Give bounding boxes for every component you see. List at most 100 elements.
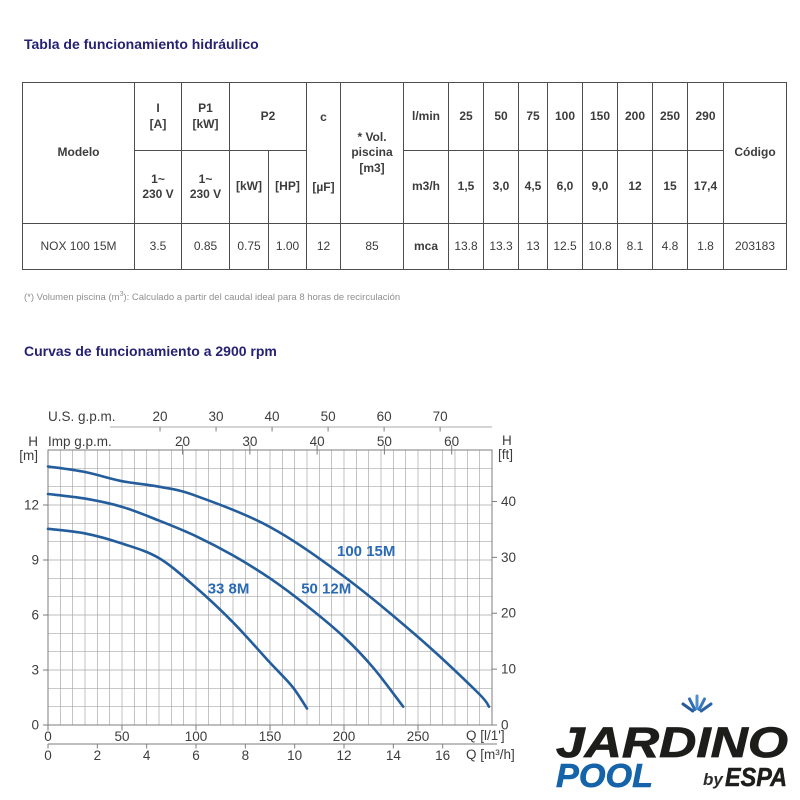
- th-flow-m3h: 3,0: [483, 150, 519, 224]
- td-head-value: 4.8: [652, 223, 688, 270]
- th-flow-m3h: 15: [652, 150, 688, 224]
- tick-label: 4: [143, 748, 151, 763]
- td-current: 3.5: [134, 223, 182, 270]
- th-flow-m3h: 1,5: [448, 150, 484, 224]
- tick-label: 6: [192, 748, 200, 763]
- tick-label: 9: [31, 553, 39, 568]
- logo-word-pool: POOL: [556, 757, 653, 794]
- td-head-value: 13: [518, 223, 548, 270]
- th-flow-m3h: 17,4: [687, 150, 724, 224]
- th-flow-lmin: 50: [483, 81, 519, 152]
- tick-label: 0: [44, 748, 52, 763]
- head-axis-label: H: [28, 434, 38, 449]
- th-flow-m3h: 9,0: [582, 150, 618, 224]
- td-p2-kw: 0.75: [229, 223, 269, 270]
- pump-curve-50-12M: [46, 492, 405, 708]
- us-gpm-axis-label: U.S. g.p.m.: [48, 409, 116, 424]
- tick-label: 20: [153, 409, 168, 424]
- td-p1: 0.85: [181, 223, 230, 270]
- tick-label: 16: [435, 748, 450, 763]
- curve-label: 100 15M: [337, 543, 395, 560]
- pump-curve-33-8M: [46, 527, 309, 710]
- th-current: I [A]: [134, 81, 182, 152]
- tick-label: 30: [242, 434, 257, 449]
- tick-label: 20: [501, 606, 516, 621]
- flow-lmin-axis-label: Q [l/1']: [466, 728, 505, 743]
- tick-label: 50: [114, 729, 129, 744]
- tick-label: 8: [242, 748, 250, 763]
- hydraulic-table: Modelo I [A] P1 [kW] P2 c [µF] * Vol. pi…: [22, 81, 787, 270]
- th-flow-m3h: 6,0: [547, 150, 583, 224]
- head-axis-unit: [ft]: [498, 447, 513, 462]
- th-flow-lmin: 250: [652, 81, 688, 152]
- th-lmin: l/min: [403, 81, 449, 152]
- tick-label: 2: [94, 748, 102, 763]
- tick-label: 0: [31, 718, 39, 733]
- tick-label: 40: [265, 409, 280, 424]
- td-capacitor: 12: [306, 223, 341, 270]
- tick-label: 10: [501, 662, 516, 677]
- td-codigo: 203183: [723, 223, 787, 270]
- th-flow-lmin: 150: [582, 81, 618, 152]
- th-flow-lmin: 25: [448, 81, 484, 152]
- pump-curve-100-15M: [46, 465, 491, 708]
- tick-label: 40: [501, 494, 516, 509]
- th-p2-kw: [kW]: [229, 150, 269, 224]
- td-head-value: 13.8: [448, 223, 484, 270]
- curve-label: 50 12M: [301, 580, 351, 597]
- tick-label: 0: [501, 718, 509, 733]
- th-flow-lmin: 290: [687, 81, 724, 152]
- curves-section-title: Curvas de funcionamiento a 2900 rpm: [24, 343, 277, 359]
- td-pool-volume: 85: [340, 223, 404, 270]
- th-modelo: Modelo: [22, 82, 135, 224]
- pool-volume-footnote: (*) Volumen piscina (m3): Calculado a pa…: [24, 291, 401, 304]
- logo-word-espa: ESPA: [725, 762, 787, 792]
- tick-label: 50: [321, 409, 336, 424]
- head-axis-label: H: [502, 433, 512, 448]
- tick-label: 40: [310, 434, 325, 449]
- th-flow-lmin: 100: [547, 81, 583, 152]
- tick-label: 60: [444, 434, 459, 449]
- td-head-value: 13.3: [483, 223, 519, 270]
- flow-m3h-axis-label: Q [m³/h]: [466, 747, 515, 762]
- th-pool-volume: * Vol. piscina [m3]: [340, 82, 404, 224]
- tick-label: 14: [386, 748, 402, 763]
- jardino-pool-logo: JARDINO POOL by ESPA: [556, 694, 788, 794]
- tick-label: 20: [175, 434, 190, 449]
- tick-label: 100: [185, 729, 208, 744]
- th-m3h: m3/h: [403, 150, 449, 224]
- th-voltage-p1: 1~ 230 V: [181, 150, 230, 224]
- tick-label: 200: [333, 729, 356, 744]
- logo-word-jardino: JARDINO: [556, 719, 788, 767]
- td-head-value: 12.5: [547, 223, 583, 270]
- tick-label: 70: [433, 409, 448, 424]
- td-head-value: 10.8: [582, 223, 618, 270]
- tick-label: 6: [31, 608, 39, 623]
- tick-label: 60: [377, 409, 392, 424]
- td-head-unit: mca: [403, 223, 449, 270]
- tick-label: 150: [259, 729, 282, 744]
- th-flow-m3h: 4,5: [518, 150, 548, 224]
- th-voltage-i: 1~ 230 V: [134, 150, 182, 224]
- table-section-title: Tabla de funcionamiento hidráulico: [24, 36, 259, 52]
- tick-label: 50: [377, 434, 392, 449]
- tick-label: 10: [287, 748, 302, 763]
- tick-label: 3: [31, 663, 39, 678]
- th-codigo: Código: [723, 82, 787, 224]
- th-capacitor: c [µF]: [306, 82, 341, 224]
- logo-word-by: by: [703, 770, 724, 789]
- tick-label: 30: [209, 409, 224, 424]
- td-head-value: 1.8: [687, 223, 724, 270]
- th-flow-m3h: 12: [617, 150, 653, 224]
- tick-label: 12: [24, 498, 39, 513]
- th-p2-hp: [HP]: [268, 150, 307, 224]
- th-p1: P1 [kW]: [181, 81, 230, 152]
- tick-label: 12: [336, 748, 351, 763]
- th-flow-lmin: 75: [518, 81, 548, 152]
- tick-label: 0: [44, 729, 52, 744]
- imp-gpm-axis-label: Imp g.p.m.: [48, 434, 112, 449]
- head-axis-unit: [m]: [19, 448, 38, 463]
- tick-label: 250: [407, 729, 430, 744]
- td-p2-hp: 1.00: [268, 223, 307, 270]
